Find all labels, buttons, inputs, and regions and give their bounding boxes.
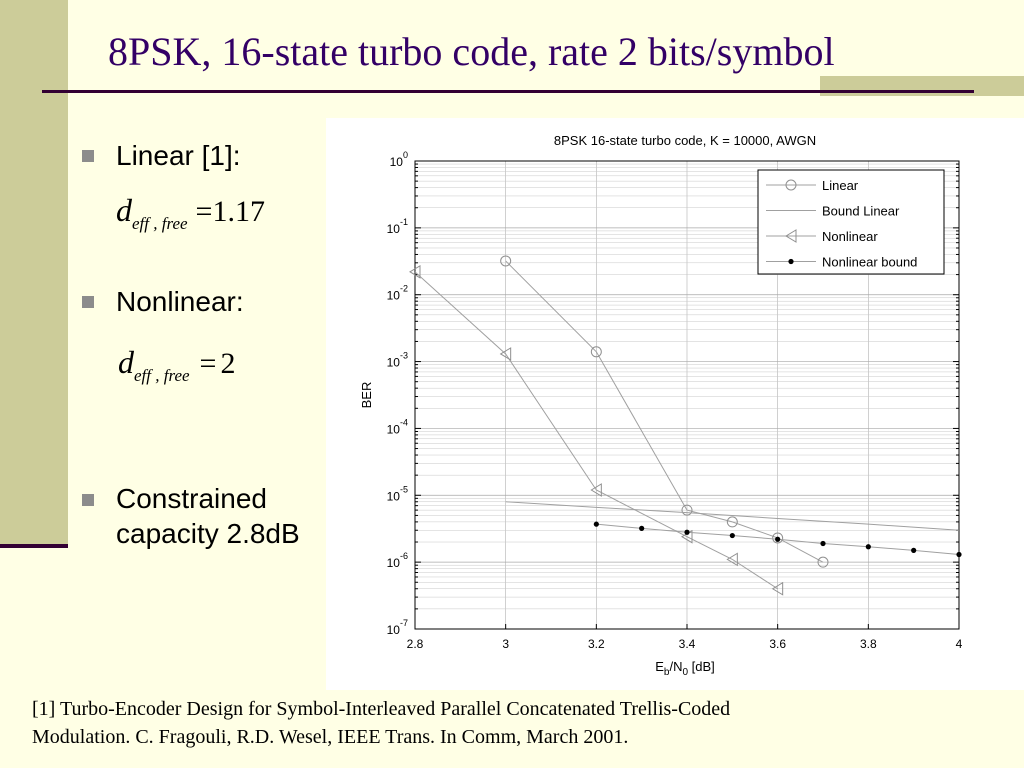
- left-accent-bar: [0, 0, 68, 545]
- data-point-dot: [593, 521, 599, 527]
- data-point-dot: [684, 529, 690, 535]
- formula-nonlinear: deff , free = 2: [118, 344, 236, 385]
- formula-equals: =: [195, 195, 213, 228]
- data-point-dot: [788, 258, 794, 265]
- title-rule-accent: [820, 76, 1024, 96]
- x-tick-label: 3.2: [588, 637, 605, 651]
- data-point-dot: [639, 525, 645, 531]
- bullet-square-icon: [82, 494, 94, 506]
- x-axis-label-main: E: [655, 659, 664, 674]
- bullet-capacity-line2: capacity 2.8dB: [116, 518, 300, 549]
- y-tick-label: 10-3: [387, 351, 408, 370]
- left-accent-rule: [0, 544, 68, 548]
- series-line: [505, 260, 824, 563]
- ber-chart-figure: 8PSK 16-state turbo code, K = 10000, AWG…: [326, 118, 1024, 690]
- data-point-circle: [772, 532, 784, 544]
- x-tick-label: 3.8: [860, 637, 877, 651]
- data-point-circle: [785, 179, 797, 191]
- title-rule: [42, 90, 974, 93]
- formula-value: 2: [220, 347, 236, 380]
- data-point-dot: [865, 544, 871, 550]
- data-point-circle: [500, 255, 512, 267]
- y-tick-label: 10-1: [387, 217, 408, 236]
- x-axis-label-mid: /N: [669, 659, 682, 674]
- x-tick-label: 4: [956, 637, 963, 651]
- y-axis-label: BER: [359, 382, 374, 409]
- data-point-circle: [726, 516, 738, 528]
- x-axis-label-sub1: b: [664, 667, 670, 678]
- formula-subscript: eff , free: [132, 214, 188, 233]
- data-point-triangle: [785, 229, 797, 243]
- data-point-triangle: [771, 581, 784, 596]
- formula-equals: =: [199, 347, 217, 380]
- legend-label: Linear: [822, 178, 859, 193]
- ber-chart: 8PSK 16-state turbo code, K = 10000, AWG…: [359, 133, 963, 678]
- formula-linear: deff , free =1.17: [116, 192, 265, 233]
- formula-symbol: d: [118, 344, 134, 380]
- data-point-circle: [817, 556, 829, 568]
- chart-legend: Linear Bound Linear Nonlinear Nonlinear bou…: [757, 169, 945, 275]
- y-tick-label: 100: [390, 150, 408, 169]
- formula-subscript: eff , free: [134, 366, 190, 385]
- data-point-circle: [681, 504, 693, 516]
- y-tick-label: 10-2: [387, 284, 408, 303]
- bullet-nonlinear: Nonlinear:: [116, 286, 244, 317]
- data-point-dot: [820, 540, 826, 547]
- formula-value: 1.17: [212, 195, 265, 228]
- data-point-triangle: [409, 264, 421, 279]
- y-tick-label: 10-4: [387, 417, 408, 436]
- x-tick-label: 3: [502, 637, 509, 651]
- bullet-square-icon: [82, 150, 94, 162]
- bullet-linear: Linear [1]:: [116, 140, 241, 171]
- data-point-triangle: [499, 347, 512, 361]
- y-tick-label: 10-5: [387, 484, 408, 503]
- bullet-capacity-line1: Constrained: [116, 483, 267, 514]
- chart-ticks: 2.8 3 3.2 3.4 3.6 3.8 4 100 10-1 10-2 10-3 10-4 10-5…: [387, 150, 963, 651]
- slide-title: 8PSK, 16-state turbo code, rate 2 bits/s…: [108, 29, 835, 74]
- x-tick-label: 2.8: [407, 637, 424, 651]
- x-axis-label: Eb/N0 [dB]: [655, 659, 715, 678]
- data-point-dot: [729, 532, 735, 539]
- footnote-line1: [1] Turbo-Encoder Design for Symbol-Inte…: [32, 698, 731, 720]
- y-tick-label: 10-7: [387, 618, 408, 637]
- x-axis-label-unit: [dB]: [688, 659, 715, 674]
- formula-symbol: d: [116, 192, 132, 228]
- footnote: [1] Turbo-Encoder Design for Symbol-Inte…: [32, 696, 992, 751]
- data-point-dot: [775, 536, 781, 542]
- footnote-line2: Modulation. C. Fragouli, R.D. Wesel, IEE…: [32, 725, 629, 748]
- data-point-triangle: [590, 483, 602, 497]
- x-tick-label: 3.6: [769, 637, 786, 651]
- bullet-capacity: Constrained capacity 2.8dB: [116, 481, 300, 551]
- data-point-dot: [956, 551, 962, 558]
- data-point-triangle: [726, 552, 738, 567]
- x-axis-label-sub2: 0: [682, 667, 688, 678]
- legend-label: Nonlinear: [822, 229, 878, 244]
- legend-label: Bound Linear: [822, 204, 900, 219]
- legend-box: [757, 169, 945, 275]
- data-point-circle: [590, 346, 602, 358]
- series-line: [414, 271, 778, 590]
- bullet-square-icon: [82, 296, 94, 308]
- x-tick-label: 3.4: [679, 637, 696, 651]
- data-point-dot: [911, 547, 917, 553]
- chart-series: [409, 255, 962, 596]
- chart-title: 8PSK 16-state turbo code, K = 10000, AWG…: [554, 133, 816, 148]
- y-tick-label: 10-6: [387, 551, 408, 570]
- legend-label: Nonlinear bound: [822, 255, 917, 270]
- series-line: [505, 501, 960, 531]
